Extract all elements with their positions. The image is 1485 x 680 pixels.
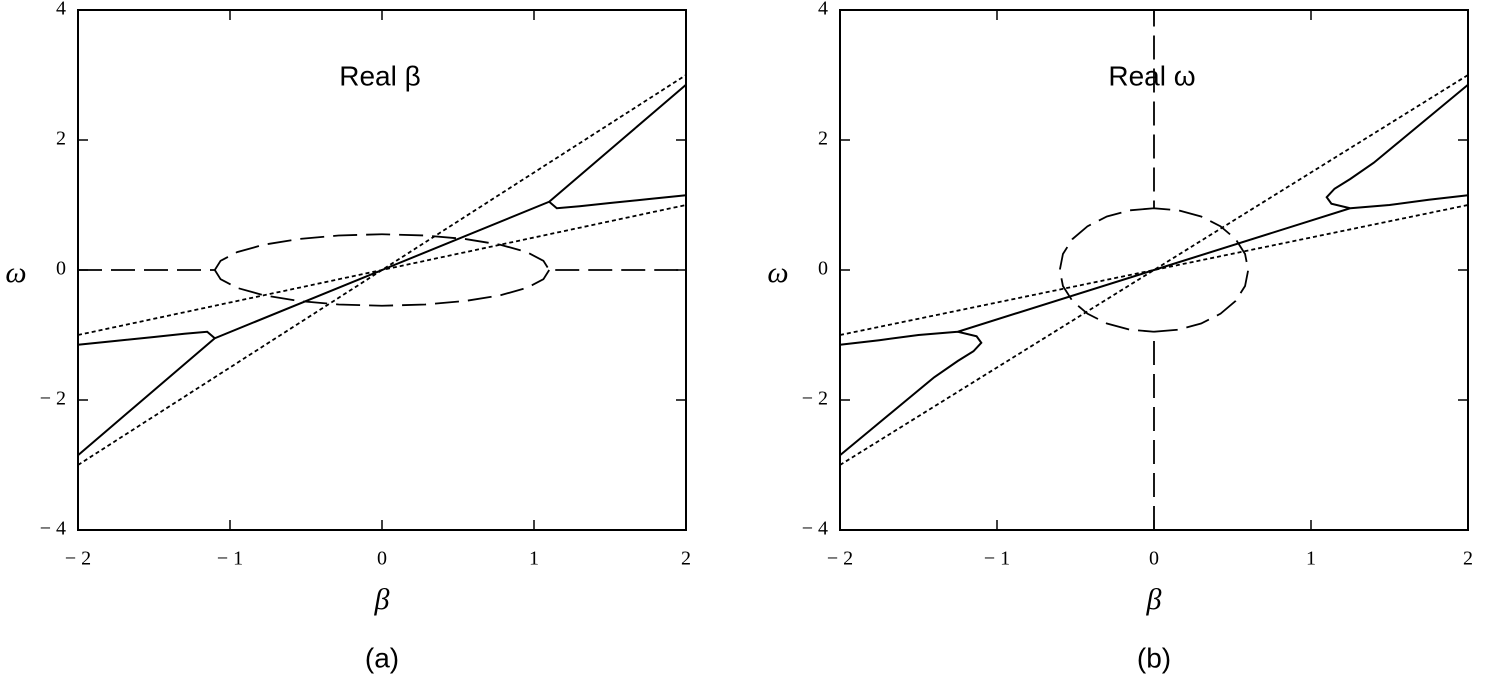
y-tick-label: − 2 xyxy=(40,388,66,410)
y-axis-label: ω xyxy=(5,256,26,289)
y-tick-label: 2 xyxy=(56,128,66,150)
curve xyxy=(78,233,686,307)
curve xyxy=(839,204,1469,336)
curve xyxy=(839,74,1469,466)
x-tick-label: − 1 xyxy=(217,548,243,570)
y-tick-label: 2 xyxy=(818,128,828,150)
x-tick-label: 0 xyxy=(377,548,387,570)
panel-label: (b) xyxy=(1137,642,1171,673)
x-tick-label: − 1 xyxy=(984,548,1010,570)
curve xyxy=(839,83,1469,457)
y-tick-label: − 2 xyxy=(802,388,828,410)
x-tick-label: − 2 xyxy=(827,548,853,570)
x-tick-label: 2 xyxy=(1463,548,1473,570)
x-tick-label: 1 xyxy=(1306,548,1316,570)
y-tick-label: 4 xyxy=(818,0,828,20)
annotation: Real β xyxy=(339,60,420,91)
y-tick-label: 0 xyxy=(56,258,66,280)
x-axis-label: β xyxy=(1146,583,1162,616)
x-axis-label: β xyxy=(374,583,390,616)
panel-label: (a) xyxy=(365,642,399,673)
curve xyxy=(77,74,687,466)
x-tick-label: 2 xyxy=(681,548,691,570)
y-tick-label: 0 xyxy=(818,258,828,280)
curve xyxy=(1058,10,1250,530)
y-axis-label: ω xyxy=(767,256,788,289)
x-tick-label: 1 xyxy=(529,548,539,570)
x-tick-label: − 2 xyxy=(65,548,91,570)
x-tick-label: 0 xyxy=(1149,548,1159,570)
annotation: Real ω xyxy=(1108,60,1195,91)
curve xyxy=(77,83,687,457)
y-tick-label: − 4 xyxy=(40,518,66,540)
y-tick-label: − 4 xyxy=(802,518,828,540)
y-tick-label: 4 xyxy=(56,0,66,20)
